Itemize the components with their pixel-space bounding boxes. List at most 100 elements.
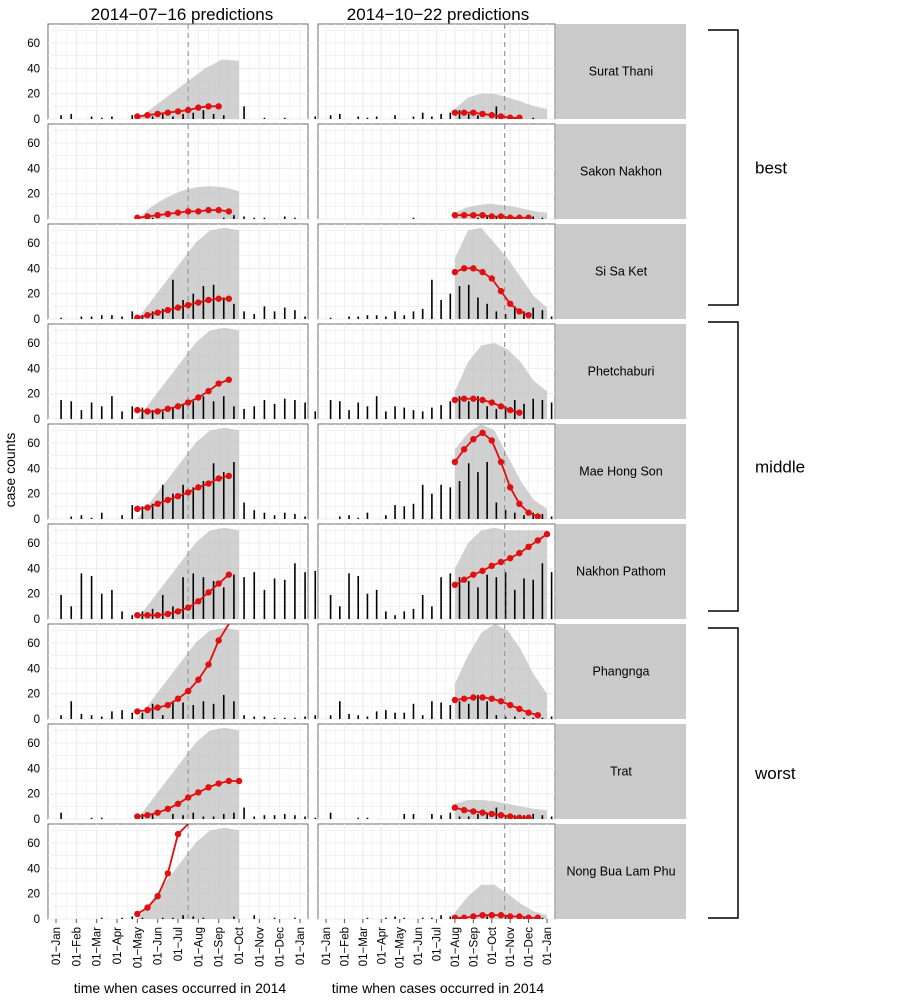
panel-1-sakon-nakhon <box>47 123 309 220</box>
prediction-point <box>516 705 523 713</box>
y-tick-label: 20 <box>27 689 40 701</box>
prediction-series <box>134 206 233 219</box>
facet-strip-label: Phangnga <box>592 665 649 679</box>
prediction-point <box>154 809 161 816</box>
panel-1-si-sa-ket <box>47 223 309 320</box>
prediction-series <box>134 571 233 619</box>
prediction-point <box>144 612 151 619</box>
prediction-point <box>516 500 523 507</box>
x-tick-label: 01−Feb <box>339 927 351 966</box>
prediction-point <box>506 701 514 709</box>
prediction-point <box>134 406 141 414</box>
y-tick-label: 0 <box>34 514 40 526</box>
prediction-point <box>516 308 523 315</box>
prediction-point <box>525 312 532 319</box>
y-tick-label: 20 <box>27 789 40 801</box>
panel-2-sakon-nakhon <box>317 123 556 220</box>
prediction-point <box>534 513 541 519</box>
panel-1-phetchaburi <box>47 323 317 420</box>
panel-1-phangnga <box>47 623 317 720</box>
prediction-point <box>205 589 212 596</box>
group-bracket <box>708 321 739 612</box>
facet-strip-label: Sakon Nakhon <box>580 165 662 179</box>
y-tick-label: 60 <box>27 738 40 750</box>
prediction-point <box>134 505 141 513</box>
prediction-point <box>174 304 182 311</box>
panel-1-trat <box>47 723 317 820</box>
prediction-point <box>174 830 182 838</box>
prediction-point <box>451 212 459 219</box>
prediction-point <box>460 914 468 919</box>
x-axis-label-2: time when cases occurred in 2014 <box>332 980 545 996</box>
prediction-point <box>134 314 141 319</box>
prediction-point <box>488 213 495 219</box>
y-tick-label: 60 <box>27 138 40 150</box>
prediction-point <box>460 576 468 583</box>
prediction-point <box>184 301 192 309</box>
prediction-point <box>164 109 172 116</box>
prediction-point <box>488 562 495 569</box>
y-tick-label: 40 <box>27 163 40 175</box>
prediction-point <box>215 637 222 644</box>
prediction-point <box>451 109 459 116</box>
panel-2-surat-thani <box>317 23 562 120</box>
y-tick-label: 0 <box>34 714 40 726</box>
prediction-point <box>470 913 477 919</box>
prediction-point <box>205 206 212 214</box>
prediction-series <box>451 912 541 919</box>
prediction-point <box>184 208 192 215</box>
prediction-point <box>497 403 505 410</box>
prediction-point <box>174 403 182 410</box>
y-tick-label: 40 <box>27 263 40 275</box>
prediction-point <box>205 387 212 395</box>
prediction-band <box>454 227 547 319</box>
prediction-point <box>154 110 161 118</box>
prediction-point <box>215 103 222 110</box>
prediction-point <box>460 446 468 453</box>
prediction-point <box>144 408 151 415</box>
facet-strip <box>556 324 686 419</box>
prediction-point <box>506 406 514 414</box>
prediction-point <box>164 870 172 877</box>
facet-strip-label: Nakhon Pathom <box>576 565 666 579</box>
prediction-point <box>488 112 495 119</box>
x-axis-label-1: time when cases occurred in 2014 <box>74 980 287 996</box>
x-tick-label: 01−Nov <box>505 927 517 967</box>
group-brackets: best middle worst <box>708 29 805 919</box>
prediction-point <box>184 687 192 695</box>
prediction-point <box>215 580 222 587</box>
y-tick-label: 0 <box>34 214 40 226</box>
group-bracket <box>708 29 739 306</box>
prediction-point <box>134 910 141 918</box>
panel-2-phangnga <box>317 623 562 720</box>
y-axis-label: case counts <box>2 433 18 508</box>
y-tick-label: 60 <box>27 838 40 850</box>
x-tick-label: 01−Apr <box>376 927 388 965</box>
prediction-point <box>516 409 523 416</box>
prediction-point <box>525 543 532 550</box>
prediction-point <box>184 604 192 611</box>
prediction-point <box>195 299 202 306</box>
facet-strip <box>556 424 686 519</box>
prediction-point <box>488 810 495 818</box>
x-tick-label: 01−Jan <box>51 927 63 965</box>
x-tick-label: 01−Nov <box>254 927 266 967</box>
y-tick-label: 40 <box>27 863 40 875</box>
panel-1-mae-hong-son <box>47 423 309 520</box>
prediction-point <box>479 396 486 404</box>
prediction-point <box>470 265 477 272</box>
prediction-point <box>470 571 477 578</box>
column-title-2: 2014−10−22 predictions <box>347 5 529 24</box>
prediction-point <box>506 214 514 219</box>
prediction-point <box>164 701 172 709</box>
prediction-point <box>195 598 202 605</box>
panel-2-nakhon-pathom <box>317 523 571 620</box>
x-tick-label: 01−Dec <box>275 927 287 967</box>
prediction-point <box>154 408 161 415</box>
facet-strip-label: Trat <box>610 765 632 779</box>
facet-strip <box>556 624 686 719</box>
prediction-point <box>488 695 495 702</box>
facet-strip-label: Surat Thani <box>589 65 653 79</box>
x-tick-label: 01−Oct <box>234 926 246 964</box>
